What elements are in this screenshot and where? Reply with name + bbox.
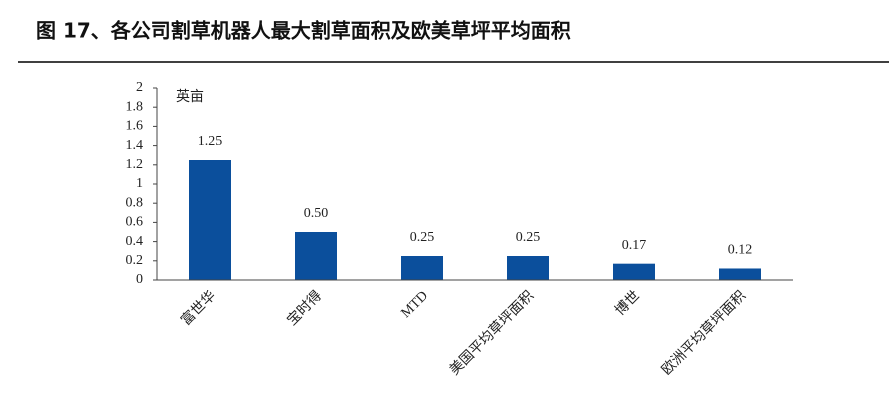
bar — [401, 256, 443, 280]
y-tick-label: 1.4 — [126, 138, 144, 153]
y-tick-label: 0.4 — [126, 234, 144, 249]
y-tick-label: 0.6 — [126, 215, 144, 230]
bar — [613, 263, 655, 280]
x-tick-label: 美国平均草坪面积 — [447, 288, 538, 379]
value-label: 0.50 — [304, 206, 329, 221]
value-label: 0.25 — [410, 230, 435, 245]
bar — [719, 268, 761, 280]
value-label: 0.25 — [516, 230, 541, 245]
y-tick-label: 1 — [136, 176, 143, 191]
y-tick-label: 0.2 — [126, 253, 144, 268]
bar — [507, 256, 549, 280]
y-axis-unit: 英亩 — [176, 88, 204, 105]
bar — [295, 232, 337, 280]
x-tick-label: 博世 — [611, 287, 643, 319]
y-tick-label: 1.2 — [126, 157, 144, 172]
value-label: 0.12 — [728, 243, 753, 258]
y-tick-label: 1.6 — [126, 119, 144, 134]
y-tick-label: 0 — [136, 272, 143, 287]
x-tick-label: 宝时得 — [283, 287, 325, 329]
chart-title: 图 17、各公司割草机器人最大割草面积及欧美草坪平均面积 — [36, 19, 571, 43]
y-tick-label: 0.8 — [126, 195, 144, 210]
x-tick-label: 欧洲平均草坪面积 — [659, 288, 750, 379]
bar — [189, 160, 231, 280]
value-label: 0.17 — [622, 238, 647, 253]
y-tick-label: 1.8 — [126, 99, 144, 114]
value-label: 1.25 — [198, 134, 223, 149]
y-tick-label: 2 — [136, 80, 143, 95]
x-tick-label: MTD — [398, 288, 431, 321]
x-tick-label: 富世华 — [177, 287, 219, 329]
